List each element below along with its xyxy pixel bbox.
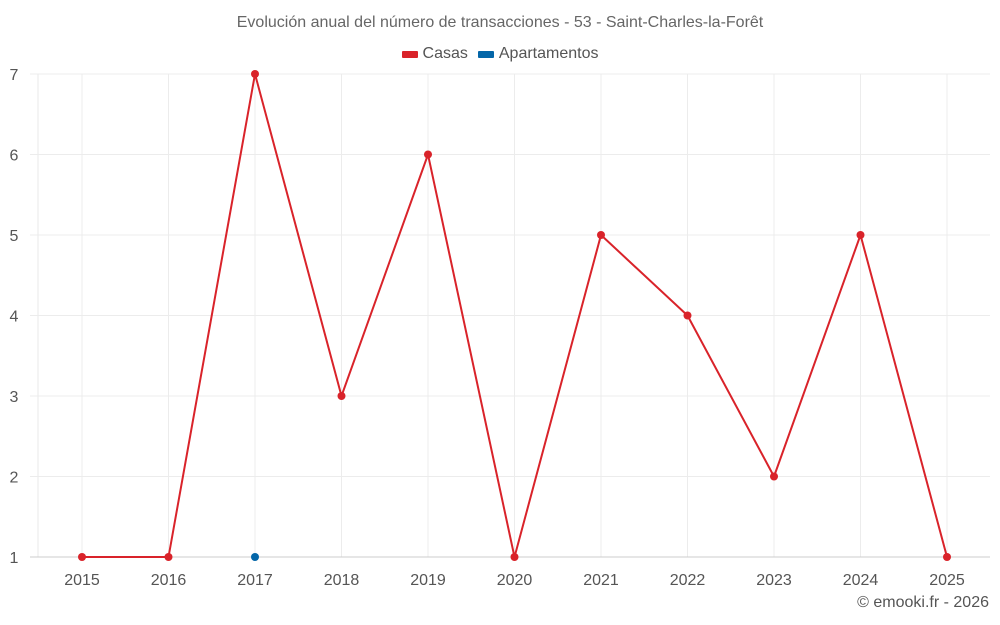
legend-label: Casas <box>422 45 468 62</box>
credit: © emooki.fr - 2026 <box>857 594 989 611</box>
chart-title: Evolución anual del número de transaccio… <box>236 14 764 31</box>
x-tick-label: 2024 <box>843 572 879 589</box>
y-tick-label: 7 <box>10 67 19 84</box>
data-point-casas <box>770 472 778 481</box>
y-tick-label: 3 <box>10 389 19 406</box>
legend-swatch <box>477 50 494 58</box>
data-point-casas <box>251 70 259 78</box>
x-tick-label: 2016 <box>151 572 187 589</box>
data-point-casas <box>510 553 519 561</box>
legend-label: Apartamentos <box>498 45 599 62</box>
x-tick-label: 2015 <box>64 572 100 589</box>
data-point-casas <box>337 392 346 400</box>
x-tick-label: 2023 <box>756 572 792 589</box>
x-tick-label: 2025 <box>929 572 965 589</box>
x-tick-label: 2020 <box>497 572 533 589</box>
y-tick-label: 1 <box>10 550 19 567</box>
data-point-casas <box>856 231 865 239</box>
legend: Casas Apartamentos <box>0 45 1000 63</box>
data-point-casas <box>424 150 432 159</box>
data-point-casas <box>683 311 692 320</box>
y-tick-label: 2 <box>10 470 19 487</box>
x-tick-label: 2022 <box>670 572 706 589</box>
legend-item-casas[interactable]: Casas <box>401 45 468 63</box>
data-point-apartamentos <box>251 553 259 561</box>
x-tick-label: 2017 <box>237 572 273 589</box>
x-tick-label: 2019 <box>410 572 446 589</box>
x-tick-label: 2021 <box>583 572 619 589</box>
y-tick-label: 6 <box>10 148 19 165</box>
data-point-casas <box>943 553 951 561</box>
legend-swatch <box>401 50 418 58</box>
y-tick-label: 4 <box>10 309 19 326</box>
x-tick-label: 2018 <box>324 572 360 589</box>
legend-item-apartamentos[interactable]: Apartamentos <box>477 45 599 63</box>
data-point-casas <box>78 553 86 561</box>
y-tick-label: 5 <box>10 228 19 245</box>
data-point-casas <box>164 553 173 561</box>
data-point-casas <box>597 231 605 239</box>
